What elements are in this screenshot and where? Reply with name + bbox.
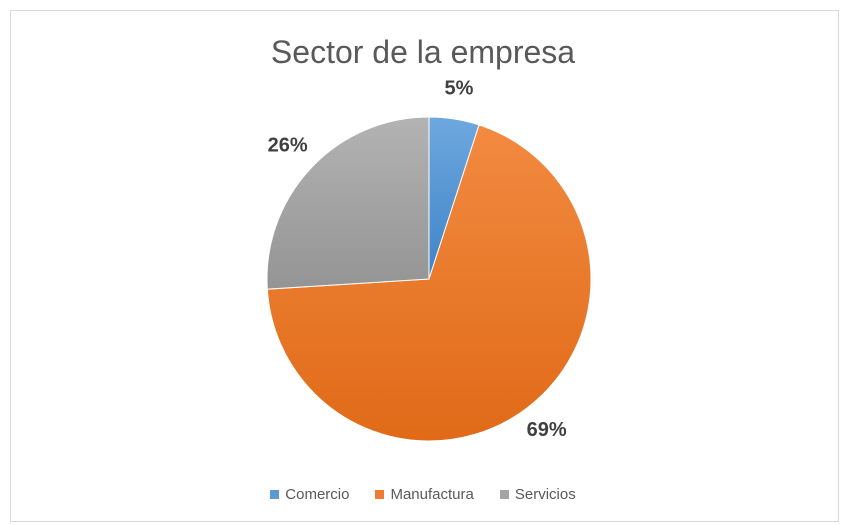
legend-swatch-manufactura <box>375 490 385 499</box>
chart-title: Sector de la empresa <box>270 34 576 70</box>
pie-slice-manufactura <box>266 124 592 442</box>
legend-item-comercio: Comercio <box>270 486 349 503</box>
data-label-servicios: 26% <box>268 134 308 156</box>
legend-swatch-servicios <box>499 490 509 499</box>
data-label-comercio: 5% <box>445 78 474 100</box>
legend-swatch-comercio <box>270 490 280 499</box>
legend-item-servicios: Servicios <box>499 486 576 503</box>
pie-slice-servicios <box>266 116 430 290</box>
chart-legend: Comercio Manufactura Servicios <box>0 486 846 503</box>
legend-label-servicios: Servicios <box>514 486 576 503</box>
data-label-manufactura: 69% <box>527 419 567 441</box>
legend-item-manufactura: Manufactura <box>375 486 474 503</box>
pie-slices <box>266 116 592 442</box>
legend-label-comercio: Comercio <box>285 486 350 503</box>
legend-label-manufactura: Manufactura <box>390 486 474 503</box>
pie-data-labels: 5% 69% 26% <box>268 78 567 441</box>
